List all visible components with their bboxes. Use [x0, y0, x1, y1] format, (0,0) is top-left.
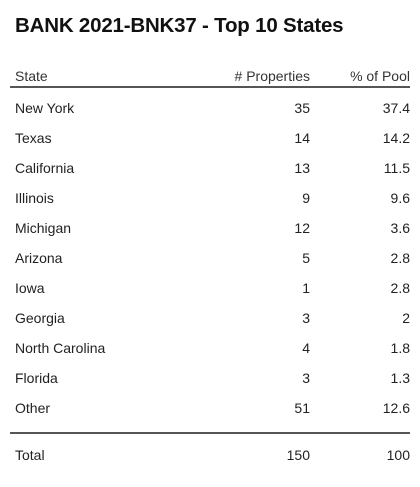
state-cell: North Carolina — [15, 340, 106, 356]
table-row: New York 35 37.4 — [10, 93, 410, 123]
table-row: California 13 11.5 — [10, 153, 410, 183]
state-cell: New York — [15, 100, 75, 116]
pool-cell: 2.8 — [390, 280, 410, 296]
pool-cell: 12.6 — [382, 400, 410, 416]
state-cell: Florida — [15, 370, 58, 386]
column-header-properties: # Properties — [234, 68, 310, 84]
pool-cell: 1.3 — [390, 370, 410, 386]
state-cell: California — [15, 160, 75, 176]
total-divider — [10, 432, 410, 434]
table-body: New York 35 37.4 Texas 14 14.2 Californi… — [10, 93, 410, 423]
total-pool-cell: 100 — [386, 447, 410, 463]
table-row: Florida 3 1.3 — [10, 363, 410, 393]
table-row: Illinois 9 9.6 — [10, 183, 410, 213]
table-row: Michigan 12 3.6 — [10, 213, 410, 243]
pool-cell: 9.6 — [390, 190, 410, 206]
total-row: Total 150 100 — [10, 440, 410, 470]
table-row: North Carolina 4 1.8 — [10, 333, 410, 363]
state-cell: Georgia — [15, 310, 65, 326]
state-cell: Illinois — [15, 190, 54, 206]
pool-cell: 11.5 — [383, 160, 410, 176]
state-cell: Other — [15, 400, 51, 416]
properties-cell: 3 — [302, 310, 310, 326]
table-row: Texas 14 14.2 — [10, 123, 410, 153]
state-cell: Michigan — [15, 220, 72, 236]
properties-cell: 1 — [302, 280, 310, 296]
table-row: Other 51 12.6 — [10, 393, 410, 423]
properties-cell: 35 — [294, 100, 310, 116]
properties-cell: 3 — [302, 370, 310, 386]
pool-cell: 2 — [402, 310, 410, 326]
top-states-table: State # Properties % of Pool New York 35… — [10, 66, 410, 470]
properties-cell: 4 — [302, 340, 310, 356]
total-label: Total — [15, 447, 45, 463]
properties-cell: 5 — [302, 250, 310, 266]
pool-cell: 37.4 — [382, 100, 410, 116]
table-row: Arizona 5 2.8 — [10, 243, 410, 273]
properties-cell: 51 — [294, 400, 310, 416]
pool-cell: 3.6 — [390, 220, 410, 236]
column-header-state: State — [15, 68, 48, 84]
table-title: BANK 2021-BNK37 - Top 10 States — [15, 14, 344, 37]
table-row: Iowa 1 2.8 — [10, 273, 410, 303]
column-header-pool: % of Pool — [350, 68, 410, 84]
total-properties-cell: 150 — [286, 447, 310, 463]
state-cell: Texas — [15, 130, 52, 146]
pool-cell: 2.8 — [390, 250, 410, 266]
pool-cell: 1.8 — [390, 340, 410, 356]
state-cell: Iowa — [15, 280, 45, 296]
properties-cell: 12 — [294, 220, 310, 236]
pool-cell: 14.2 — [382, 130, 410, 146]
state-cell: Arizona — [15, 250, 63, 266]
properties-cell: 13 — [294, 160, 310, 176]
table-row: Georgia 3 2 — [10, 303, 410, 333]
table-header-row: State # Properties % of Pool — [10, 66, 410, 88]
properties-cell: 9 — [302, 190, 310, 206]
properties-cell: 14 — [294, 130, 310, 146]
